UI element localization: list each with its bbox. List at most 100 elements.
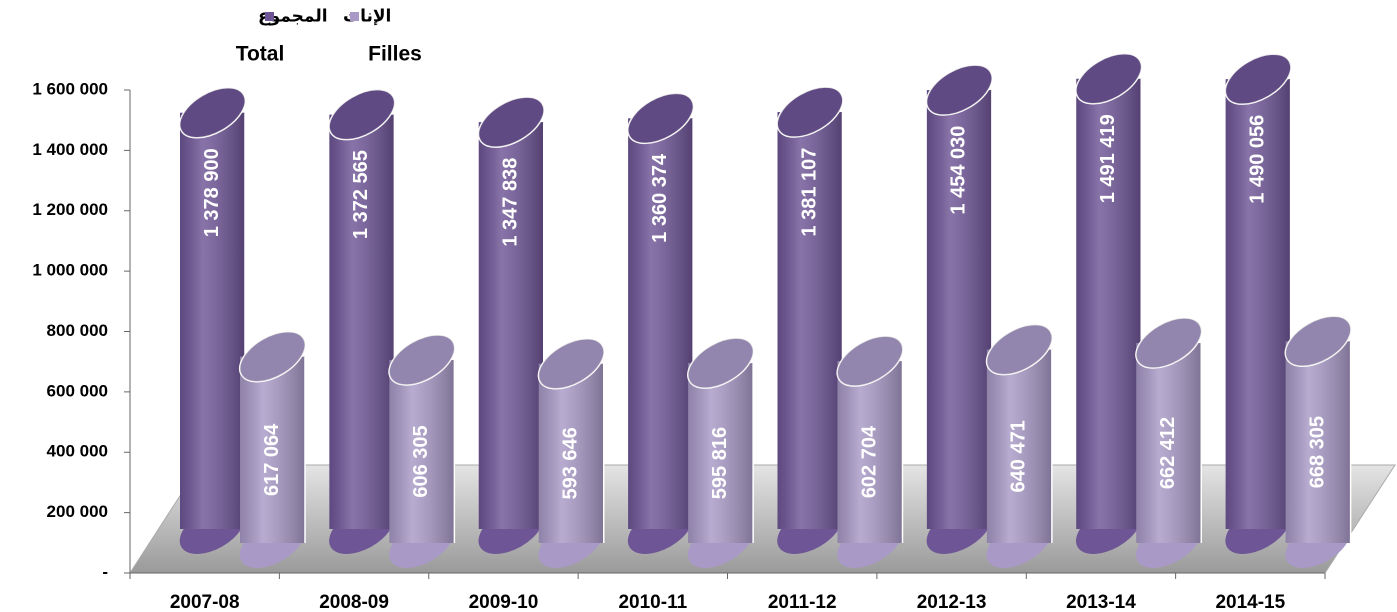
bar-shade — [1076, 78, 1142, 529]
cylinder-top — [627, 92, 695, 145]
cylinder-top — [477, 96, 545, 148]
cylinder-top-shade — [478, 97, 544, 148]
value-label: 606 305 — [410, 425, 432, 497]
bar-shade — [777, 112, 843, 530]
cylinder: 1 347 838 — [477, 96, 545, 554]
bar-shade — [1285, 341, 1351, 543]
cylinder-top — [1284, 315, 1352, 367]
legend-label-fr: Filles — [368, 43, 422, 66]
cylinder-top — [328, 88, 396, 141]
x-tick-label: 2013-14 — [1066, 592, 1136, 612]
cylinder: 1 490 056 — [1224, 53, 1292, 554]
cylinder: 1 381 107 — [776, 86, 844, 554]
bar-shade — [538, 363, 604, 543]
cylinder: 668 305 — [1284, 315, 1352, 568]
cylinder-top-shade — [389, 334, 455, 385]
value-label: 640 471 — [1008, 420, 1030, 492]
bar-shade — [688, 363, 754, 543]
cylinder-top-shade — [329, 89, 395, 140]
bar-shade — [478, 122, 544, 530]
x-tick-label: 2010-11 — [618, 592, 687, 612]
cylinder: 606 305 — [388, 334, 456, 568]
cylinder: 1 454 030 — [925, 64, 993, 554]
value-label: 602 704 — [858, 425, 880, 498]
value-label: 1 454 030 — [948, 126, 970, 215]
bar-shade — [389, 359, 455, 543]
x-tick-label: 2012-13 — [917, 592, 987, 612]
cylinder-top — [1135, 317, 1203, 369]
cylinder-top-shade — [1225, 54, 1291, 105]
bar-shade — [1225, 79, 1291, 530]
cylinder: 595 816 — [687, 337, 755, 568]
cylinder-top — [925, 64, 993, 116]
cylinder-top-shade — [179, 87, 246, 138]
x-tick-label: 2007-08 — [170, 592, 240, 612]
cylinder: 602 704 — [836, 335, 904, 568]
bar-shade — [986, 349, 1052, 543]
bar-shade — [1136, 343, 1202, 543]
floor — [129, 464, 1396, 574]
cylinder: 593 646 — [537, 338, 605, 568]
cylinder-top — [985, 323, 1053, 376]
value-label: 1 360 374 — [649, 153, 671, 243]
cylinder-top-shade — [926, 65, 993, 116]
y-tick-label: 1 000 000 — [32, 261, 108, 280]
value-label: 1 491 419 — [1097, 114, 1119, 203]
cylinder-top — [1075, 53, 1143, 105]
value-label: 1 378 900 — [201, 148, 223, 237]
y-tick-label: 1 200 000 — [32, 200, 108, 219]
cylinder-top — [239, 330, 306, 383]
bar-shade — [628, 118, 694, 529]
legend-label-fr: Total — [236, 43, 285, 66]
value-label: 593 646 — [560, 427, 582, 499]
bar-shade — [180, 112, 245, 529]
cylinder: 617 064 — [239, 330, 306, 568]
value-label: 1 372 565 — [350, 150, 372, 239]
x-tick-label: 2014-15 — [1215, 592, 1285, 612]
cylinder: 1 360 374 — [627, 92, 695, 554]
bar-shade — [837, 361, 903, 543]
bar-shade — [926, 90, 992, 529]
cylinder-top — [388, 334, 456, 386]
cylinder: 1 378 900 — [179, 87, 246, 554]
value-label: 662 412 — [1157, 417, 1179, 489]
value-label: 1 490 056 — [1246, 115, 1268, 204]
x-tick-label: 2011-12 — [768, 592, 837, 612]
cylinder-top-shade — [1285, 316, 1351, 367]
y-tick-label: 1 400 000 — [32, 140, 108, 159]
cylinder-top-shade — [627, 93, 694, 144]
value-label: 617 064 — [261, 423, 283, 496]
x-tick-label: 2008-09 — [319, 592, 389, 612]
cylinder: 640 471 — [985, 323, 1053, 568]
legend-swatch — [265, 12, 274, 21]
value-label: 1 381 107 — [798, 148, 820, 237]
value-label: 668 305 — [1306, 416, 1328, 488]
cylinder-top — [836, 335, 904, 387]
cylinder-top-shade — [837, 336, 903, 387]
cylinder-top — [537, 338, 605, 390]
legend-swatch — [350, 12, 359, 21]
cylinder-top-shade — [239, 331, 306, 382]
cylinder-top-shade — [538, 338, 604, 389]
cylinder-top-shade — [1076, 53, 1142, 104]
value-label: 595 816 — [709, 427, 731, 499]
cylinder-top-shade — [777, 87, 843, 138]
y-tick-label: 200 000 — [47, 502, 108, 521]
cylinder-top — [179, 87, 246, 139]
y-tick-label: 1 600 000 — [32, 79, 108, 98]
bar-shade — [329, 114, 395, 529]
y-tick-label: 800 000 — [47, 321, 108, 340]
legend-label: المجموع — [258, 6, 328, 26]
cylinder: 1 491 419 — [1075, 53, 1143, 554]
cylinder-top-shade — [1136, 318, 1202, 369]
bar-shade — [240, 356, 305, 543]
y-tick-label: 600 000 — [47, 381, 108, 400]
cylinder: 662 412 — [1135, 317, 1203, 568]
cylinder-top — [776, 86, 844, 138]
x-tick-label: 2009-10 — [469, 592, 539, 612]
y-tick-label: - — [102, 562, 108, 581]
cylinder-top — [687, 337, 755, 389]
cylinder-top-shade — [687, 338, 754, 389]
y-tick-label: 400 000 — [47, 442, 108, 461]
